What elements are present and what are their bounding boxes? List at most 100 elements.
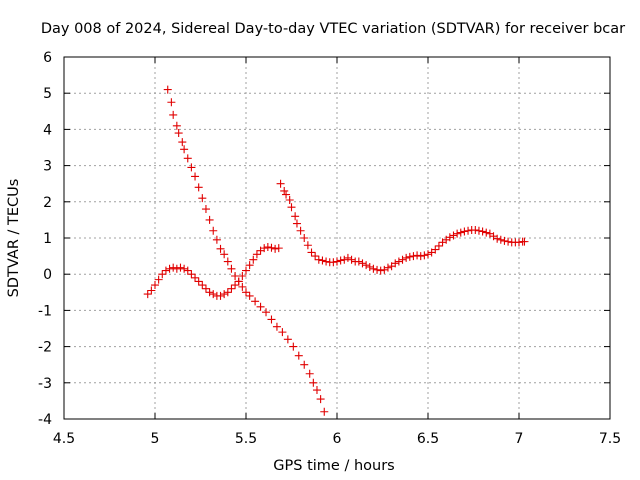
data-point <box>340 255 349 264</box>
y-tick-label: 2 <box>43 195 52 211</box>
data-point <box>242 288 250 297</box>
data-point <box>278 328 287 337</box>
data-point <box>191 172 200 181</box>
data-point <box>198 194 207 203</box>
data-point <box>276 179 285 188</box>
data-point <box>209 226 218 235</box>
data-point <box>316 395 325 404</box>
data-point <box>500 236 509 245</box>
data-point <box>165 264 174 273</box>
data-point <box>209 290 218 299</box>
data-point <box>227 284 236 293</box>
data-point <box>223 257 232 266</box>
data-point <box>183 266 192 275</box>
data-point <box>216 244 225 253</box>
data-point <box>431 245 440 254</box>
data-point <box>434 241 443 250</box>
data-point <box>416 252 425 261</box>
axis-ticks: 4.5 5 5.5 6 6.5 7 7.5 -4 -3 -2 -1 0 1 2 3 4 5 6 <box>38 50 621 447</box>
series-satellite-track-2 <box>143 243 283 300</box>
data-point <box>291 212 300 221</box>
y-axis-label: SDTVAR / TECUs <box>6 179 22 298</box>
x-tick-label: 5 <box>151 431 160 447</box>
data-point <box>161 266 170 275</box>
data-point <box>271 244 280 253</box>
x-tick-label: 7.5 <box>599 431 621 447</box>
data-point <box>424 250 432 259</box>
data-point <box>216 291 225 300</box>
data-point <box>294 351 303 360</box>
data-point <box>329 258 338 267</box>
y-tick-label: -4 <box>38 412 52 428</box>
data-point <box>394 257 403 266</box>
data-point <box>362 261 371 270</box>
data-point <box>283 335 292 344</box>
data-points <box>143 85 529 416</box>
data-point <box>263 243 272 252</box>
data-point <box>180 264 189 273</box>
data-point <box>191 273 200 282</box>
data-point <box>482 228 491 237</box>
data-point <box>369 264 378 273</box>
data-point <box>420 251 429 260</box>
data-point <box>245 261 254 270</box>
data-point <box>365 262 374 271</box>
data-point <box>314 255 323 264</box>
data-point <box>520 237 529 246</box>
data-point <box>322 257 331 266</box>
data-point <box>194 183 203 192</box>
x-axis-label: GPS time / hours <box>273 458 394 474</box>
data-point <box>267 243 276 252</box>
data-point <box>187 270 196 279</box>
data-point <box>312 386 321 395</box>
data-point <box>227 264 236 273</box>
data-point <box>504 237 513 246</box>
data-point <box>234 277 243 286</box>
data-point <box>172 264 181 273</box>
data-point <box>183 154 192 163</box>
data-point <box>405 252 414 261</box>
data-point <box>496 235 505 244</box>
data-point <box>174 129 183 138</box>
data-point <box>391 259 400 268</box>
data-point <box>289 342 298 351</box>
data-point <box>143 290 152 299</box>
data-point <box>280 186 289 195</box>
data-point <box>169 110 178 119</box>
data-point <box>398 255 407 264</box>
y-tick-label: 4 <box>43 122 52 138</box>
data-point <box>201 284 210 293</box>
data-point <box>320 407 329 416</box>
data-point <box>413 251 422 260</box>
data-point <box>300 234 309 242</box>
data-point <box>307 248 316 257</box>
data-point <box>245 291 254 300</box>
y-tick-label: -2 <box>38 340 52 356</box>
data-point <box>205 288 214 297</box>
x-tick-label: 6 <box>333 431 342 447</box>
data-point <box>198 281 207 290</box>
data-point <box>169 263 178 272</box>
data-point <box>167 98 176 107</box>
data-point <box>318 256 327 265</box>
data-point <box>474 226 483 235</box>
data-point <box>154 275 163 284</box>
data-point <box>464 226 473 235</box>
data-point <box>471 226 480 235</box>
y-tick-label: -1 <box>38 303 52 319</box>
data-point <box>453 229 462 238</box>
data-point <box>347 255 356 264</box>
data-point <box>231 281 240 290</box>
data-point <box>252 250 261 259</box>
data-point <box>262 308 271 317</box>
data-point <box>309 378 318 387</box>
y-tick-label: -3 <box>38 376 52 392</box>
data-point <box>296 226 305 235</box>
grid <box>64 57 610 419</box>
data-point <box>343 253 352 262</box>
data-point <box>151 281 159 290</box>
data-point <box>402 253 411 262</box>
y-tick-label: 6 <box>43 50 52 66</box>
data-point <box>282 190 291 199</box>
data-point <box>376 266 385 275</box>
